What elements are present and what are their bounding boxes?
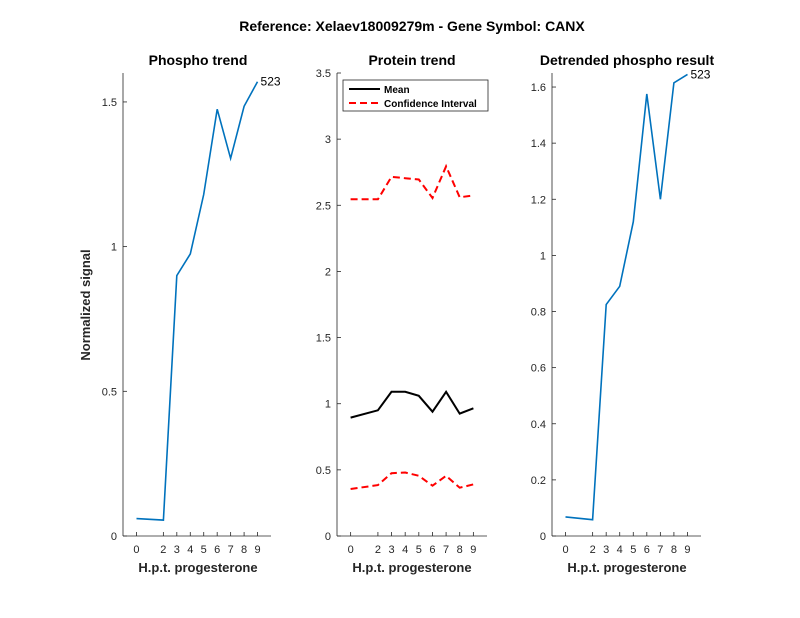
series-lines — [136, 81, 259, 521]
series-line-mean — [350, 389, 474, 419]
detrended-phospho-chart: Detrended phospho result H.p.t. progeste… — [531, 52, 715, 575]
y-tick-label: 0.2 — [531, 475, 546, 487]
y-tick-label: 0 — [540, 531, 546, 543]
y-tick-label: 0 — [111, 531, 117, 543]
x-tick-label: 6 — [644, 544, 650, 556]
x-tick-label: 2 — [160, 544, 166, 556]
x-tick-label: 9 — [684, 544, 690, 556]
x-tick-label: 7 — [657, 544, 663, 556]
chart-title: Protein trend — [368, 52, 455, 68]
y-tick-label: 0 — [325, 531, 331, 543]
y-tick-label: 0.4 — [531, 419, 546, 431]
chart-title: Phospho trend — [149, 52, 248, 68]
y-tick-label: 1.5 — [316, 333, 331, 345]
x-tick-label: 6 — [214, 544, 220, 556]
x-axis-label: H.p.t. progesterone — [138, 560, 257, 575]
series-line-confidence-interval — [350, 471, 474, 490]
x-tick-label: 4 — [617, 544, 623, 556]
y-tick-label: 0.8 — [531, 307, 546, 319]
y-tick-label: 0.5 — [316, 465, 331, 477]
x-tick-label: 2 — [375, 544, 381, 556]
axes: 0 2 3 4 5 6 7 8 900.511.522.533.5 — [316, 68, 487, 556]
series-line-confidence-interval — [350, 163, 474, 201]
x-tick-label: 7 — [443, 544, 449, 556]
x-tick-label: 5 — [201, 544, 207, 556]
y-tick-label: 0.6 — [531, 363, 546, 375]
x-axis-label: H.p.t. progesterone — [352, 560, 471, 575]
x-tick-label: 8 — [457, 544, 463, 556]
x-tick-label: 3 — [174, 544, 180, 556]
y-tick-label: 0.5 — [102, 386, 117, 398]
figure-title: Reference: Xelaev18009279m - Gene Symbol… — [239, 18, 585, 34]
legend-box — [342, 79, 489, 112]
x-tick-label: 4 — [402, 544, 408, 556]
x-tick-label: 0 — [348, 544, 354, 556]
x-axis-label: H.p.t. progesterone — [567, 560, 686, 575]
y-tick-label: 3 — [325, 134, 331, 146]
y-tick-label: 1 — [540, 250, 546, 262]
axes: 0 2 3 4 5 6 7 8 9 0 0.2 0.4 0.6 0.8 1 1.2 1.4 1.6 — [531, 73, 701, 556]
x-tick-label: 8 — [241, 544, 247, 556]
axes: 0 2 3 4 5 6 7 8 9 0 0.5 1 1.5 — [102, 73, 271, 556]
x-tick-label: 4 — [187, 544, 193, 556]
y-tick-label: 1.4 — [531, 138, 546, 150]
y-tick-label: 1 — [325, 399, 331, 411]
y-tick-label: 3.5 — [316, 68, 331, 80]
series-line-detrended — [565, 73, 688, 521]
y-tick-label: 1.5 — [102, 97, 117, 109]
x-tick-label: 9 — [254, 544, 260, 556]
x-tick-label: 8 — [671, 544, 677, 556]
legend-label-confidence-interval: Confidence Interval — [384, 99, 477, 110]
y-axis-label: Normalized signal — [78, 249, 93, 360]
x-tick-label: 3 — [603, 544, 609, 556]
point-annotation: 523 — [261, 75, 281, 89]
y-tick-label: 2 — [325, 266, 331, 278]
x-tick-label: 5 — [416, 544, 422, 556]
legend: Mean Confidence Interval — [342, 79, 489, 112]
x-tick-label: 5 — [630, 544, 636, 556]
series-line-phospho — [136, 81, 259, 521]
y-tick-label: 1.2 — [531, 194, 546, 206]
series-lines — [350, 163, 474, 490]
phospho-trend-chart: Phospho trend H.p.t. progesterone Normal… — [78, 52, 281, 575]
x-tick-label: 3 — [388, 544, 394, 556]
chart-title: Detrended phospho result — [540, 52, 715, 68]
x-tick-label: 0 — [562, 544, 568, 556]
y-tick-label: 1.6 — [531, 82, 546, 94]
legend-label-mean: Mean — [384, 85, 410, 96]
x-tick-label: 0 — [133, 544, 139, 556]
x-tick-label: 2 — [590, 544, 596, 556]
series-lines — [565, 73, 688, 521]
point-annotation: 523 — [690, 67, 710, 81]
x-tick-label: 9 — [470, 544, 476, 556]
y-tick-label: 1 — [111, 242, 117, 254]
x-tick-label: 6 — [429, 544, 435, 556]
x-tick-label: 7 — [228, 544, 234, 556]
y-tick-label: 2.5 — [316, 200, 331, 212]
